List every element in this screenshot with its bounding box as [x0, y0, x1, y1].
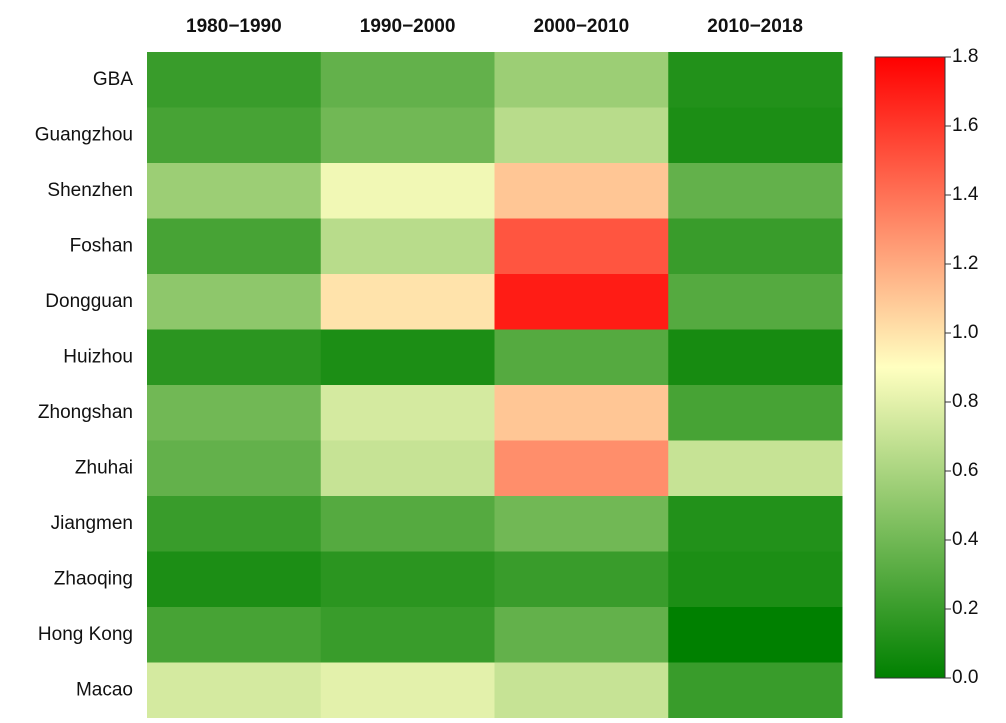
heat-cell — [494, 329, 669, 386]
row-label: Zhuhai — [75, 457, 133, 478]
row-label: Dongguan — [45, 291, 133, 312]
heat-cell — [668, 496, 843, 552]
heat-cell — [147, 218, 322, 275]
heat-cell — [320, 107, 495, 164]
row-label: Macao — [76, 679, 133, 700]
colorbar-tick-label: 1.0 — [952, 322, 978, 343]
heat-cell — [147, 496, 322, 552]
heat-cell — [494, 274, 669, 330]
column-label: 2010−2018 — [707, 16, 803, 37]
heat-cell — [668, 440, 843, 497]
row-label: GBA — [93, 69, 133, 90]
row-label: Guangzhou — [35, 124, 133, 145]
colorbar — [874, 56, 946, 679]
heat-cell — [320, 385, 495, 441]
heat-cell — [668, 551, 843, 608]
heat-cell — [668, 52, 843, 108]
heat-cell — [320, 440, 495, 497]
heat-cell — [320, 496, 495, 552]
heat-cell — [320, 218, 495, 275]
colorbar-tick-label: 0.2 — [952, 598, 978, 619]
colorbar-tick-label: 0.6 — [952, 460, 978, 481]
heat-cell — [494, 496, 669, 552]
heat-cell — [494, 440, 669, 497]
heat-cell — [147, 163, 322, 219]
heat-cell — [494, 163, 669, 219]
heat-cell — [147, 52, 322, 108]
row-label: Foshan — [70, 235, 133, 256]
heat-cell — [494, 107, 669, 164]
heat-cell — [668, 607, 843, 663]
heat-cell — [668, 385, 843, 441]
heat-cell — [668, 163, 843, 219]
colorbar-tick-label: 1.2 — [952, 253, 978, 274]
heat-cell — [320, 163, 495, 219]
heat-cell — [668, 218, 843, 275]
heat-cell — [147, 607, 322, 663]
heat-cell — [147, 662, 322, 719]
heat-cell — [494, 607, 669, 663]
column-label: 2000−2010 — [534, 16, 630, 37]
colorbar-tick-label: 0.8 — [952, 391, 978, 412]
row-label: Jiangmen — [51, 513, 133, 534]
colorbar-tick-label: 1.4 — [952, 184, 979, 205]
heat-cell — [320, 274, 495, 330]
heat-cell — [668, 274, 843, 330]
heat-cell — [320, 551, 495, 608]
heat-cell — [147, 385, 322, 441]
heat-cell — [147, 440, 322, 497]
heat-cell — [494, 385, 669, 441]
colorbar-tick-label: 0.4 — [952, 529, 979, 550]
heat-cell — [320, 607, 495, 663]
heat-cell — [147, 274, 322, 330]
row-label: Zhongshan — [38, 402, 133, 423]
row-label: Zhaoqing — [54, 568, 133, 589]
heat-cell — [668, 107, 843, 164]
heat-cell — [147, 551, 322, 608]
row-label: Huizhou — [63, 346, 133, 367]
heat-cell — [668, 329, 843, 386]
row-label: Shenzhen — [47, 180, 133, 201]
heat-cell — [147, 107, 322, 164]
heat-cell — [147, 329, 322, 386]
column-label: 1980−1990 — [186, 16, 282, 37]
row-label: Hong Kong — [38, 624, 133, 645]
heat-cell — [320, 329, 495, 386]
colorbar-tick-label: 1.6 — [952, 115, 978, 136]
heat-cell — [494, 52, 669, 108]
heat-cell — [494, 218, 669, 275]
heat-cell — [494, 551, 669, 608]
heat-cell — [668, 662, 843, 719]
column-label: 1990−2000 — [360, 16, 456, 37]
heat-cell — [320, 662, 495, 719]
heat-cell — [494, 662, 669, 719]
heat-cell — [320, 52, 495, 108]
colorbar-tick-label: 0.0 — [952, 667, 978, 688]
colorbar-tick-label: 1.8 — [952, 46, 978, 67]
